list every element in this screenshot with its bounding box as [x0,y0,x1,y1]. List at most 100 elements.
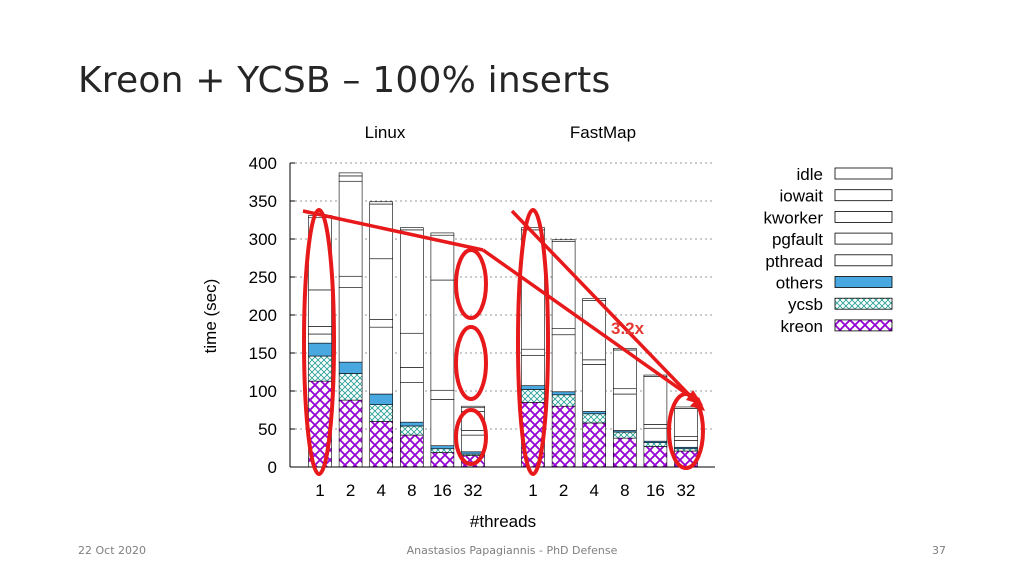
y-tick-label: 250 [249,268,277,287]
bar-fastmap-4-pgfault [582,359,607,365]
bar-linux-2-idle [338,172,363,177]
x-tick-label: 2 [559,481,568,500]
bar-fastmap-16-idle [643,374,668,377]
bar-linux-1-kworker [308,289,332,327]
x-tick-label: 4 [589,481,598,500]
bar-linux-2-pthread [338,287,363,363]
legend-label-others: others [776,274,823,293]
legend-swatch-iowait [834,189,893,202]
y-axis-label: time (sec) [201,279,220,354]
legend-label-kworker: kworker [763,208,823,227]
bar-fastmap-4-ycsb [582,413,607,424]
x-tick-label: 8 [407,481,416,500]
x-tick-label: 1 [528,481,537,500]
bar-linux-4-idle [369,201,394,205]
bar-fastmap-2-ycsb [551,394,576,407]
bar-fastmap-8-pgfault [612,388,637,395]
bar-fastmap-2-pthread [551,334,576,393]
legend-label-iowait: iowait [780,187,824,206]
trend-arrow-fastmap [510,209,699,405]
legend-label-ycsb: ycsb [788,295,823,314]
trend-arrow-fastmap-head [690,397,705,411]
bar-linux-32-pgfault [461,430,485,436]
group-label-fastmap: FastMap [570,123,636,142]
bar-linux-1-ycsb [308,355,332,382]
y-tick-label: 350 [249,192,277,211]
bar-linux-8-kreon [399,434,424,468]
bar-linux-8-pgfault [399,367,424,383]
bar-fastmap-32-kworker [674,408,698,437]
bar-linux-2-iowait [338,175,363,182]
y-tick-label: 0 [268,458,277,477]
bar-fastmap-16-kreon [643,446,668,468]
legend-swatch-kreon [834,319,893,332]
bar-fastmap-4-kreon [582,422,607,468]
x-tick-label: 16 [646,481,665,500]
bar-linux-1-pgfault [308,326,332,335]
bar-fastmap-1-pthread [521,354,545,386]
bar-fastmap-2-others [551,391,576,396]
trend-arrow-linux-to-fastmap [481,248,696,401]
red-annotations: 3.2x [302,208,705,476]
bar-linux-32-pthread [461,434,485,453]
highlight-ellipse-fastmap-1 [516,208,550,476]
bar-linux-16-others [430,445,455,450]
legend-swatch-idle [834,167,893,180]
bar-fastmap-8-pthread [612,393,637,431]
x-tick-label: 16 [433,481,452,500]
bar-fastmap-2-kreon [551,405,576,468]
bar-fastmap-1-pgfault [521,348,545,356]
bar-linux-16-idle [430,232,455,236]
bar-linux-16-kreon [430,452,455,468]
bar-linux-8-kworker [399,332,424,368]
bar-linux-2-ycsb [338,373,363,401]
x-tick-label: 1 [315,481,324,500]
bar-linux-4-ycsb [369,404,394,422]
y-tick-label: 100 [249,382,277,401]
highlight-ellipse-linux-32-mid [454,325,488,401]
bar-linux-16-ycsb [430,448,455,453]
x-tick-label: 8 [620,481,629,500]
bar-fastmap-1-idle [521,227,545,231]
bar-fastmap-2-idle [551,239,576,242]
speedup-annotation: 3.2x [611,319,645,338]
bar-linux-8-iowait [399,229,424,334]
x-axis-label: #threads [470,512,536,531]
bar-linux-8-idle [399,227,424,231]
bar-fastmap-4-others [582,411,607,415]
bar-linux-16-pgfault [430,389,455,400]
bar-linux-32-idle [461,405,485,409]
y-tick-label: 50 [258,420,277,439]
footer-date: 22 Oct 2020 [78,544,147,557]
legend-label-pgfault: pgfault [772,230,823,249]
bar-linux-1-others [308,342,332,357]
bar-fastmap-8-kreon [612,437,637,468]
bar-linux-2-others [338,361,363,374]
highlight-ellipse-linux-1 [302,208,336,476]
bar-fastmap-1-others [521,385,545,390]
bar-linux-16-pthread [430,399,455,447]
bar-linux-4-kworker [369,258,394,320]
x-tick-label: 2 [346,481,355,500]
legend-label-idle: idle [797,165,823,184]
bar-linux-8-others [399,421,424,427]
legend-swatch-pthread [834,254,893,267]
y-tick-label: 300 [249,230,277,249]
bar-fastmap-16-pgfault [643,424,668,429]
bar-linux-8-ycsb [399,425,424,436]
bar-linux-4-kreon [369,421,394,468]
x-tick-label: 4 [376,481,385,500]
bar-linux-8-pthread [399,382,424,423]
y-tick-label: 200 [249,306,277,325]
y-tick-label: 400 [249,154,277,173]
bar-linux-4-pthread [369,326,394,395]
footer-presenter: Anastasios Papagiannis - PhD Defense [406,544,618,557]
legend-swatch-kworker [834,210,893,223]
legend-swatch-others [834,276,893,288]
bar-linux-2-kreon [338,399,363,468]
bar-fastmap-2-pgfault [551,328,576,336]
y-tick-label: 150 [249,344,277,363]
bar-fastmap-16-kworker [643,376,668,425]
x-tick-label: 32 [464,481,483,500]
slide-title: Kreon + YCSB – 100% inserts [78,60,611,101]
